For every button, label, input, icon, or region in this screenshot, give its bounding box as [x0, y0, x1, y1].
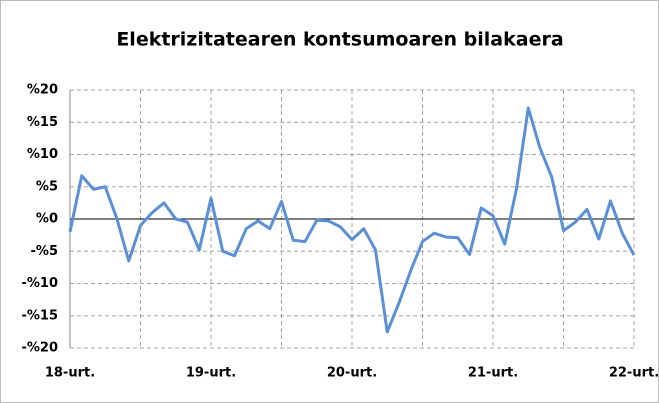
x-tick-label: 18-urt.	[45, 366, 95, 381]
x-tick-label: 19-urt.	[186, 366, 236, 381]
y-tick-label: %15	[27, 115, 58, 130]
y-tick-label: -%20	[21, 341, 58, 356]
y-tick-label: -%15	[21, 308, 58, 323]
y-tick-label: -%10	[21, 276, 58, 291]
data-line	[68, 106, 636, 334]
y-tick-label: %5	[36, 179, 58, 194]
y-tick-label: %0	[36, 212, 58, 227]
y-tick-label: %20	[27, 83, 58, 98]
x-tick-label: 21-urt.	[468, 366, 518, 381]
chart-title: Elektrizitatearen kontsumoaren bilakaera	[116, 29, 563, 51]
x-tick-label: 20-urt.	[327, 366, 377, 381]
y-tick-label: -%5	[31, 244, 58, 259]
x-tick-label: 22-urt.	[609, 366, 659, 381]
y-tick-label: %10	[27, 147, 58, 162]
